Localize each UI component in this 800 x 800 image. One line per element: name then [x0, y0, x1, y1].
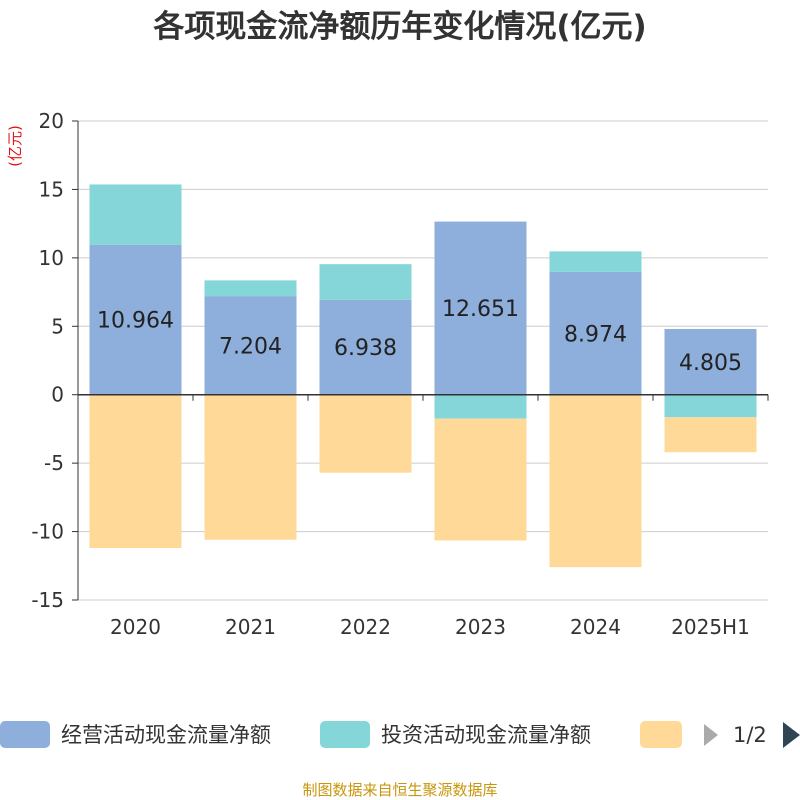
- bar-investing-2022[interactable]: [319, 264, 412, 300]
- legend-swatch-operating[interactable]: [0, 721, 50, 748]
- y-tick-label: 20: [39, 109, 64, 133]
- data-label-2022: 6.938: [334, 336, 397, 361]
- x-tick-label: 2025H1: [671, 615, 750, 639]
- legend-label-operating[interactable]: 经营活动现金流量净额: [61, 723, 271, 747]
- bar-third-2021[interactable]: [204, 394, 297, 540]
- legend-swatch-third[interactable]: [640, 721, 682, 748]
- bar-third-2020[interactable]: [89, 394, 182, 548]
- x-tick-label: 2022: [340, 615, 391, 639]
- y-tick-label: -5: [44, 451, 64, 475]
- y-tick-label: 0: [51, 383, 64, 407]
- bar-operating-2022[interactable]: [319, 299, 412, 395]
- data-label-2024: 8.974: [564, 322, 627, 347]
- axes: 20 15 10 5 0 -5 -10 -15 2020 2021 2022 2023 2024 2025…: [31, 109, 769, 639]
- data-label-2020: 10.964: [97, 309, 174, 334]
- y-tick-label: -15: [31, 588, 64, 612]
- y-tick-label: -10: [31, 520, 64, 544]
- data-labels: 10.964 7.204 6.938 12.651 8.974 4.805: [97, 297, 742, 376]
- bars: [89, 184, 757, 568]
- bar-operating-2024[interactable]: [549, 271, 642, 395]
- triangle-right-icon[interactable]: [783, 722, 800, 748]
- legend: 经营活动现金流量净额 投资活动现金流量净额 1/2: [0, 721, 800, 748]
- triangle-left-icon[interactable]: [704, 724, 718, 746]
- data-label-2023: 12.651: [442, 297, 519, 322]
- data-label-2025H1: 4.805: [679, 351, 742, 376]
- bar-investing-2025H1[interactable]: [664, 394, 757, 418]
- y-tick-label: 15: [39, 177, 64, 201]
- x-tick-label: 2021: [225, 615, 276, 639]
- legend-swatch-investing[interactable]: [320, 721, 370, 748]
- grid: [78, 120, 768, 601]
- y-tick-label: 5: [51, 314, 64, 338]
- y-axis-unit: (亿元): [6, 125, 24, 167]
- bar-investing-2020[interactable]: [89, 184, 182, 245]
- x-tick-label: 2023: [455, 615, 506, 639]
- x-tick-label: 2024: [570, 615, 621, 639]
- source-note: 制图数据来自恒生聚源数据库: [302, 781, 497, 799]
- bar-operating-2020[interactable]: [89, 244, 182, 395]
- bar-operating-2025H1[interactable]: [664, 328, 757, 395]
- chart-title: 各项现金流净额历年变化情况(亿元): [152, 9, 646, 45]
- bar-third-2023[interactable]: [434, 418, 527, 541]
- bar-investing-2024[interactable]: [549, 251, 642, 272]
- x-tick-label: 2020: [110, 615, 161, 639]
- bar-operating-2023[interactable]: [434, 221, 527, 395]
- bar-third-2025H1[interactable]: [664, 417, 757, 453]
- y-tick-label: 10: [39, 246, 64, 270]
- bar-operating-2021[interactable]: [204, 296, 297, 395]
- bar-third-2024[interactable]: [549, 394, 642, 568]
- legend-page-indicator: 1/2: [733, 723, 767, 747]
- bar-investing-2021[interactable]: [204, 280, 297, 297]
- bar-investing-2023[interactable]: [434, 394, 527, 419]
- data-label-2021: 7.204: [219, 334, 282, 359]
- bar-third-2022[interactable]: [319, 394, 412, 473]
- legend-label-investing[interactable]: 投资活动现金流量净额: [381, 723, 591, 747]
